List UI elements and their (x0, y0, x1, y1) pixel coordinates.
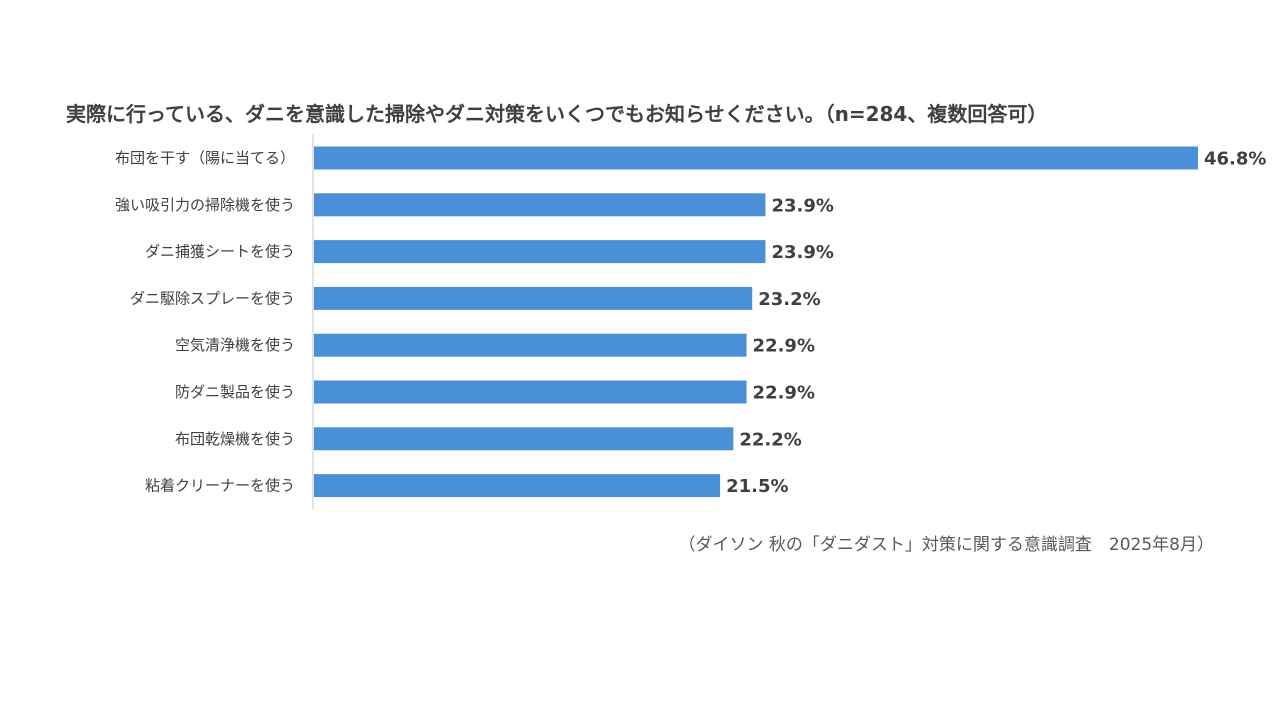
category-labels: 布団を干す（陽に当てる） 強い吸引力の掃除機を使うダニ捕獲シートを使うダニ駆除スプ… (115, 149, 295, 495)
bar (314, 286, 753, 310)
data-label: 23.9% (771, 195, 833, 216)
category-label: 防ダニ製品を使う (175, 383, 295, 401)
bar (314, 146, 1198, 170)
chart-title: 実際に行っている、ダニを意識した掃除やダニ対策をいくつでもお知らせください。（n… (66, 102, 1048, 126)
bar (314, 193, 766, 217)
bar (314, 427, 734, 451)
category-label: ダニ駆除スプレーを使う (130, 289, 295, 307)
category-label: 布団乾燥機を使う (175, 430, 295, 448)
data-label: 22.9% (753, 336, 815, 357)
bars (314, 146, 1198, 498)
data-label: 23.9% (771, 242, 833, 263)
data-label: 21.5% (726, 476, 788, 497)
category-label: 空気清浄機を使う (175, 336, 295, 354)
bar (314, 474, 721, 498)
data-label: 22.2% (739, 429, 801, 450)
bar (314, 333, 747, 357)
category-label: ダニ捕獲シートを使う (145, 243, 295, 261)
data-label: 23.2% (758, 289, 820, 310)
source-note: （ダイソン 秋の「ダニダスト」対策に関する意識調査 2025年8月） (678, 535, 1214, 555)
data-label: 22.9% (753, 383, 815, 404)
bar (314, 380, 747, 404)
category-label: 強い吸引力の掃除機を使う (115, 196, 295, 214)
value-labels: 46.8% 23.9% 23.9% 23.2% 22.9% 22.9% 22.2% 21.5% (726, 149, 1266, 498)
data-label: 46.8% (1204, 149, 1266, 170)
bar (314, 240, 766, 264)
category-label: 布団を干す（陽に当てる） (115, 149, 295, 167)
category-label: 粘着クリーナーを使う (145, 477, 295, 495)
